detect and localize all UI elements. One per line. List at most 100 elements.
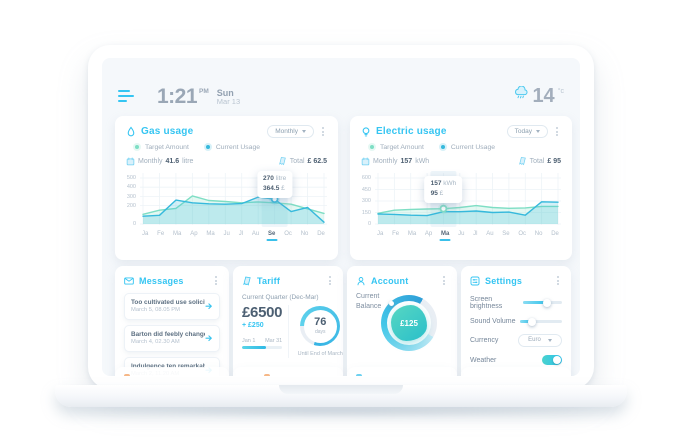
month-label-4-ma[interactable]: Ma [206,231,215,238]
month-label-1-fe[interactable]: Fe [157,231,165,238]
setting-label: Screen brightness [470,295,503,310]
y-axis-tick: 300 [361,198,371,205]
account-icon [356,276,366,286]
chart-tooltip: 157 kWh 95 £ [424,175,463,203]
electric-usage-chart: 157 kWh 95 £ [375,171,561,228]
range-start-label: Jan 1 [242,337,256,344]
days-unit: days [314,329,326,336]
slider-thumb[interactable] [527,317,536,326]
month-label-7-au[interactable]: Au [486,231,494,238]
month-label-8-se[interactable]: Se [268,231,276,238]
gas-kebab-menu-icon[interactable] [319,125,327,138]
trackpad-notch [279,385,403,394]
screen-brightness-slider[interactable] [522,298,562,307]
quarter-progress-bar [242,345,283,350]
weather-widget: 14 °c [513,85,564,106]
electric-plot-svg [375,171,561,228]
month-label-6-jl[interactable]: Jl [473,231,478,238]
y-axis-tick: 500 [126,175,136,182]
month-label-2-ma[interactable]: Ma [173,231,182,238]
legend-target-amount: Target Amount [368,143,424,152]
open-message-icon[interactable] [205,297,213,315]
month-label-5-ju[interactable]: Ju [458,231,465,238]
legend-dot-icon [203,143,212,152]
weather-toggle[interactable] [542,355,562,366]
sound-volume-slider[interactable] [520,317,562,326]
month-label-6-jl[interactable]: Jl [238,231,244,238]
menu-icon[interactable] [118,88,135,104]
account-header: Account [356,274,448,287]
clock: 1:21 PM [157,86,209,107]
month-label-11-de[interactable]: De [317,231,325,238]
account-kebab-menu-icon[interactable] [440,274,448,287]
time-value: 1:21 [157,84,198,108]
tariff-amount: £6500 [242,304,283,322]
legend-dot-icon [133,143,141,152]
y-axis-tick: 400 [126,184,136,191]
time-suffix: PM [199,87,209,95]
gas-x-axis: Ja Fe Ma Ap Ma Ju Jl Au Se Oc No De [126,231,327,237]
month-label-3-ap[interactable]: Ap [190,231,198,238]
electric-period-dropdown[interactable]: Today [506,125,548,139]
electric-chart-legend: Target Amount Current Usage [368,143,561,152]
tariff-header: Tariff [242,274,334,287]
setting-row-sound-volume: Sound Volume [470,317,562,326]
cards-row: Messages Too cultivated use solicitudeMa… [115,266,572,376]
messages-list: Too cultivated use solicitudeMarch 5, 08… [124,293,220,376]
tariff-kebab-menu-icon[interactable] [326,274,334,287]
gas-panel-title: Gas usage [141,126,194,138]
messages-panel: Messages Too cultivated use solicitudeMa… [115,266,229,376]
caret-down-icon [547,338,552,342]
settings-kebab-menu-icon[interactable] [554,274,562,287]
gas-period-dropdown[interactable]: Monthly [267,125,314,139]
partial-card [461,367,571,376]
range-end-label: Mar 31 [265,337,283,344]
month-label-3-ap[interactable]: Ap [424,231,433,238]
gas-chart-area: 500 400 300 200 0 270 litre 364.5 £ [126,171,327,228]
electric-kebab-menu-icon[interactable] [553,125,561,138]
y-axis-tick: 600 [361,175,371,182]
settings-icon [470,276,480,286]
tooltip-line-2: 95 £ [430,189,444,197]
electric-period-label: Monthly [373,157,398,165]
month-label-1-fe[interactable]: Fe [392,231,400,238]
slider-thumb[interactable] [543,298,552,307]
message-item-2[interactable]: Barton did feebly change manMarch 4, 02.… [124,325,220,353]
month-label-0-ja[interactable]: Ja [377,231,384,238]
month-label-9-oc[interactable]: Oc [284,231,292,238]
y-axis-tick: 200 [126,202,136,209]
message-date: March 4, 02.30 AM [131,339,180,346]
tariff-range: Jan 1 Mar 31 [242,338,282,344]
laptop-base [55,385,627,407]
month-label-7-au[interactable]: Au [251,231,260,238]
month-label-5-ju[interactable]: Ju [223,231,230,238]
tariff-panel: Tariff Current Quarter (Dec-Mar) £6500 +… [233,266,343,376]
gauge-start-dot [389,301,394,307]
month-label-2-ma[interactable]: Ma [407,231,417,238]
message-item-1[interactable]: Too cultivated use solicitudeMarch 5, 08… [124,293,220,321]
month-label-11-de[interactable]: De [551,231,559,238]
message-date: March 5, 08.05 PM [131,307,180,314]
month-label-10-no[interactable]: No [300,231,309,238]
month-label-10-no[interactable]: No [534,231,543,238]
electric-icon [361,126,371,138]
open-message-icon[interactable] [205,329,213,347]
legend-current-usage: Current Usage [438,143,495,152]
messages-header: Messages [124,274,220,287]
setting-label: Currency [470,336,499,344]
charts-row: Gas usage Monthly Target Amount Current U… [115,116,572,260]
month-label-4-ma[interactable]: Ma [440,231,450,238]
month-label-9-oc[interactable]: Oc [518,231,527,238]
month-label-8-se[interactable]: Se [502,231,510,238]
balance-gauge: £125 [381,295,437,352]
electric-info-row: Monthly 157 kWh Total £ 95 [361,156,561,166]
month-label-0-ja[interactable]: Ja [142,231,149,238]
messages-kebab-menu-icon[interactable] [212,274,220,287]
date-label: Mar 13 [216,96,241,106]
total-icon [518,156,527,166]
currency-select[interactable]: Euro [518,333,562,347]
partial-card [233,367,343,376]
electric-period-unit: kWh [415,157,430,165]
electric-period-amount: 157 [400,157,413,165]
